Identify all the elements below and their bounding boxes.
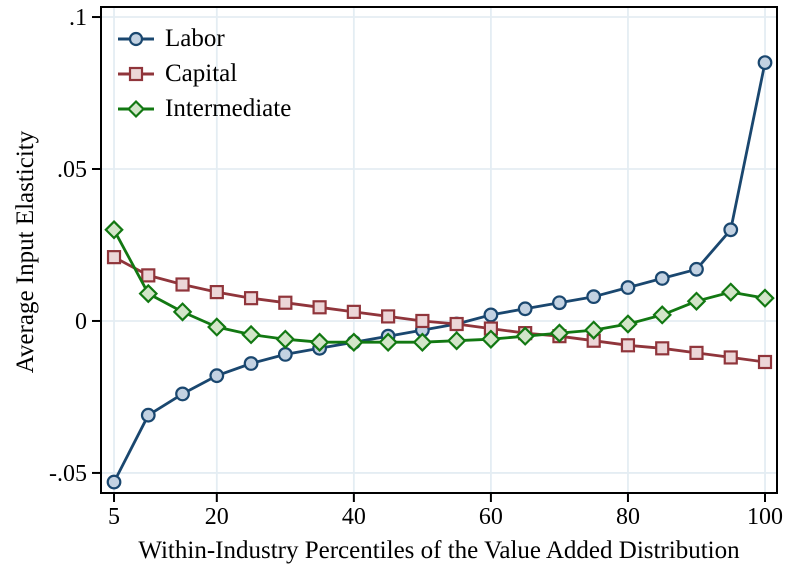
series-capital <box>106 250 773 370</box>
intermediate-marker-diamond-icon <box>104 220 124 240</box>
y-tick-label: 0 <box>75 309 87 335</box>
labor-marker-circle-icon <box>586 289 602 305</box>
x-tick-label: 60 <box>479 504 503 530</box>
intermediate-marker-diamond-icon <box>549 323 570 343</box>
intermediate-marker-diamond-icon <box>583 320 604 340</box>
legend-label-labor: Labor <box>165 24 225 52</box>
x-tick-label: 40 <box>342 504 366 530</box>
capital-marker-square-icon <box>449 316 464 332</box>
axis-ticks: 5 20 40 60 80 100 -.05 0 .05 .1 <box>49 5 783 530</box>
labor-marker-circle-icon <box>517 301 533 317</box>
intermediate-marker-diamond-icon <box>344 332 364 353</box>
labor-marker-circle-icon <box>620 280 636 295</box>
labor-marker-circle-icon <box>209 368 225 384</box>
capital-marker-square-icon <box>278 295 293 310</box>
labor-marker-circle-icon <box>140 407 156 423</box>
labor-legend-marker-icon <box>128 31 144 46</box>
y-axis-title: Average Input Elasticity <box>12 130 39 374</box>
labor-marker-circle-icon <box>483 307 499 323</box>
intermediate-marker-diamond-icon <box>309 332 330 353</box>
x-tick-label: 20 <box>205 504 229 530</box>
legend-item-capital: Capital <box>116 56 291 91</box>
x-tick-label: 80 <box>616 504 640 530</box>
capital-marker-square-icon <box>415 313 430 329</box>
labor-marker-circle-icon <box>689 261 704 277</box>
intermediate-marker-diamond-icon <box>481 329 501 349</box>
plot-box <box>100 6 778 494</box>
legend-label-capital: Capital <box>165 59 238 87</box>
labor-marker-circle-icon <box>552 295 567 311</box>
intermediate-marker-diamond-icon <box>378 332 398 353</box>
capital-marker-square-icon <box>620 338 636 353</box>
legend: Labor Capital Intermediate <box>116 21 291 126</box>
intermediate-marker-diamond-icon <box>241 324 261 345</box>
capital-marker-square-icon <box>655 341 670 356</box>
intermediate-marker-diamond-icon <box>618 314 638 334</box>
x-tick-label: 5 <box>108 504 120 530</box>
intermediate-marker-diamond-icon <box>138 283 159 304</box>
intermediate-marker-diamond-icon <box>446 330 467 351</box>
intermediate-line-marker-icon <box>118 99 154 118</box>
intermediate-marker-diamond-icon <box>720 282 741 302</box>
labor-marker-circle-icon <box>757 55 773 71</box>
intermediate-marker-diamond-icon <box>686 291 707 311</box>
capital-marker-square-icon <box>346 304 361 319</box>
intermediate-marker-diamond-icon <box>755 288 775 308</box>
capital-marker-square-icon <box>381 309 396 324</box>
capital-marker-square-icon <box>723 350 738 365</box>
series-intermediate <box>104 220 775 353</box>
y-tick-label: .05 <box>57 157 87 183</box>
intermediate-legend-marker-icon <box>126 99 146 118</box>
intermediate-marker-diamond-icon <box>652 305 672 325</box>
intermediate-marker-diamond-icon <box>172 302 193 322</box>
labor-marker-circle-icon <box>106 474 122 490</box>
capital-marker-square-icon <box>312 300 327 315</box>
labor-marker-circle-icon <box>723 222 739 238</box>
intermediate-marker-diamond-icon <box>412 332 433 353</box>
labor-marker-circle-icon <box>277 347 293 362</box>
capital-marker-square-icon <box>243 291 259 306</box>
gridlines <box>101 7 777 493</box>
capital-marker-square-icon <box>175 277 190 292</box>
capital-legend-marker-icon <box>128 66 144 81</box>
x-tick-label: 100 <box>747 504 783 530</box>
legend-item-intermediate: Intermediate <box>116 91 291 126</box>
labor-marker-circle-icon <box>654 271 670 286</box>
intermediate-marker-diamond-icon <box>275 329 296 349</box>
capital-marker-square-icon <box>757 354 773 370</box>
legend-item-labor: Labor <box>116 21 291 56</box>
y-tick-label: -.05 <box>49 461 87 487</box>
y-tick-label: .1 <box>69 5 87 31</box>
legend-label-intermediate: Intermediate <box>165 94 292 122</box>
labor-line-marker-icon <box>118 31 154 46</box>
labor-marker-circle-icon <box>175 386 190 402</box>
capital-line-marker-icon <box>118 66 154 81</box>
x-axis-title: Within-Industry Percentiles of the Value… <box>138 537 740 564</box>
intermediate-marker-diamond-icon <box>515 326 535 346</box>
intermediate-marker-diamond-icon <box>207 317 227 337</box>
capital-marker-square-icon <box>106 250 122 265</box>
capital-marker-square-icon <box>141 268 156 283</box>
labor-marker-circle-icon <box>243 356 259 371</box>
capital-marker-square-icon <box>209 284 224 300</box>
capital-marker-square-icon <box>689 345 704 360</box>
